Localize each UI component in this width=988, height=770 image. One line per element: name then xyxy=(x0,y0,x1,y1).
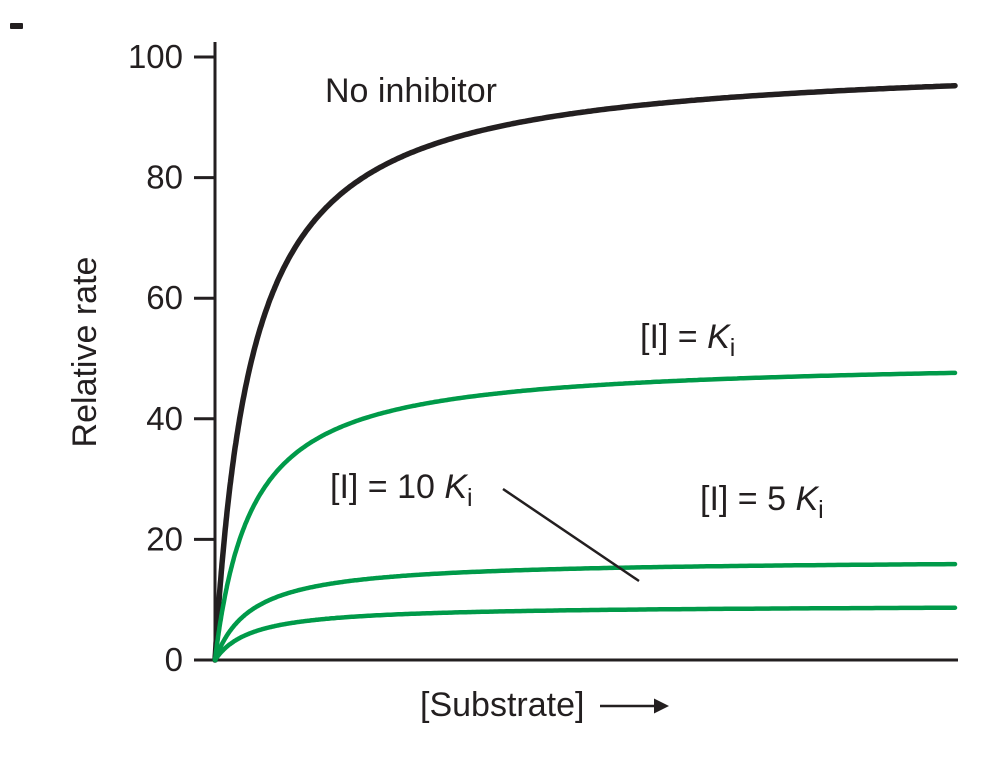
annotation-no-inhibitor: No inhibitor xyxy=(325,72,497,110)
series-curve-2 xyxy=(212,561,958,663)
series-curve-0 xyxy=(212,82,958,663)
annotation-i-eq-ki: [I] = Ki xyxy=(640,318,735,362)
y-tick-label: 80 xyxy=(146,159,183,196)
annotation-i-eq-5ki: [I] = 5 Ki xyxy=(700,480,824,524)
series-curve-1 xyxy=(212,370,958,663)
annotation-i-eq-10ki: [I] = 10 Ki xyxy=(330,468,473,512)
y-tick-label: 100 xyxy=(128,38,183,75)
annotation-leader-line xyxy=(502,487,640,583)
x-axis-title-text: [Substrate] xyxy=(420,686,585,724)
y-tick-label: 60 xyxy=(146,279,183,316)
y-axis-title: Relative rate xyxy=(66,256,104,448)
y-tick-label: 40 xyxy=(146,400,183,437)
right-arrow-icon xyxy=(600,698,670,713)
stray-print-mark xyxy=(10,23,23,29)
x-axis-title: [Substrate] xyxy=(420,686,670,725)
y-tick-label: 20 xyxy=(146,520,183,557)
y-tick-label: 0 xyxy=(165,641,183,678)
series-curve-3 xyxy=(212,605,958,663)
